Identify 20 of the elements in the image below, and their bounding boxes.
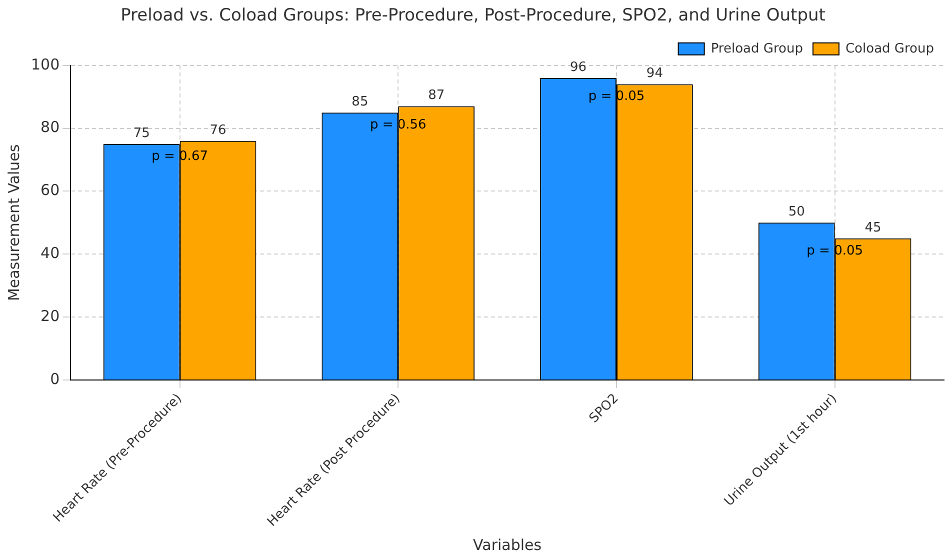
chart-title: Preload vs. Coload Groups: Pre-Procedure, Post-Procedure, SPO2, and Urine Output (120, 6, 826, 26)
y-axis-title: Measurement Values (4, 144, 23, 302)
legend-label: Preload Group (710, 41, 803, 56)
data-label: 45 (864, 220, 882, 236)
y-tick-label: 0 (50, 370, 60, 388)
data-label: 87 (428, 88, 445, 104)
legend-label: Coload Group (845, 41, 934, 56)
data-label: 50 (788, 204, 805, 220)
annotation: p = 0.05 (806, 243, 864, 258)
data-label: 94 (646, 66, 663, 82)
x-axis-title: Variables (473, 536, 542, 554)
y-tick-label: 80 (40, 118, 60, 136)
y-tick-label: 20 (40, 306, 60, 325)
y-tick-label: 100 (30, 55, 60, 74)
data-label: 75 (133, 126, 150, 141)
data-label: 96 (570, 60, 587, 75)
data-label: 76 (210, 122, 226, 138)
data-label: 85 (352, 94, 368, 110)
y-tick-label: 40 (40, 244, 60, 262)
y-tick-label: 60 (40, 181, 60, 200)
